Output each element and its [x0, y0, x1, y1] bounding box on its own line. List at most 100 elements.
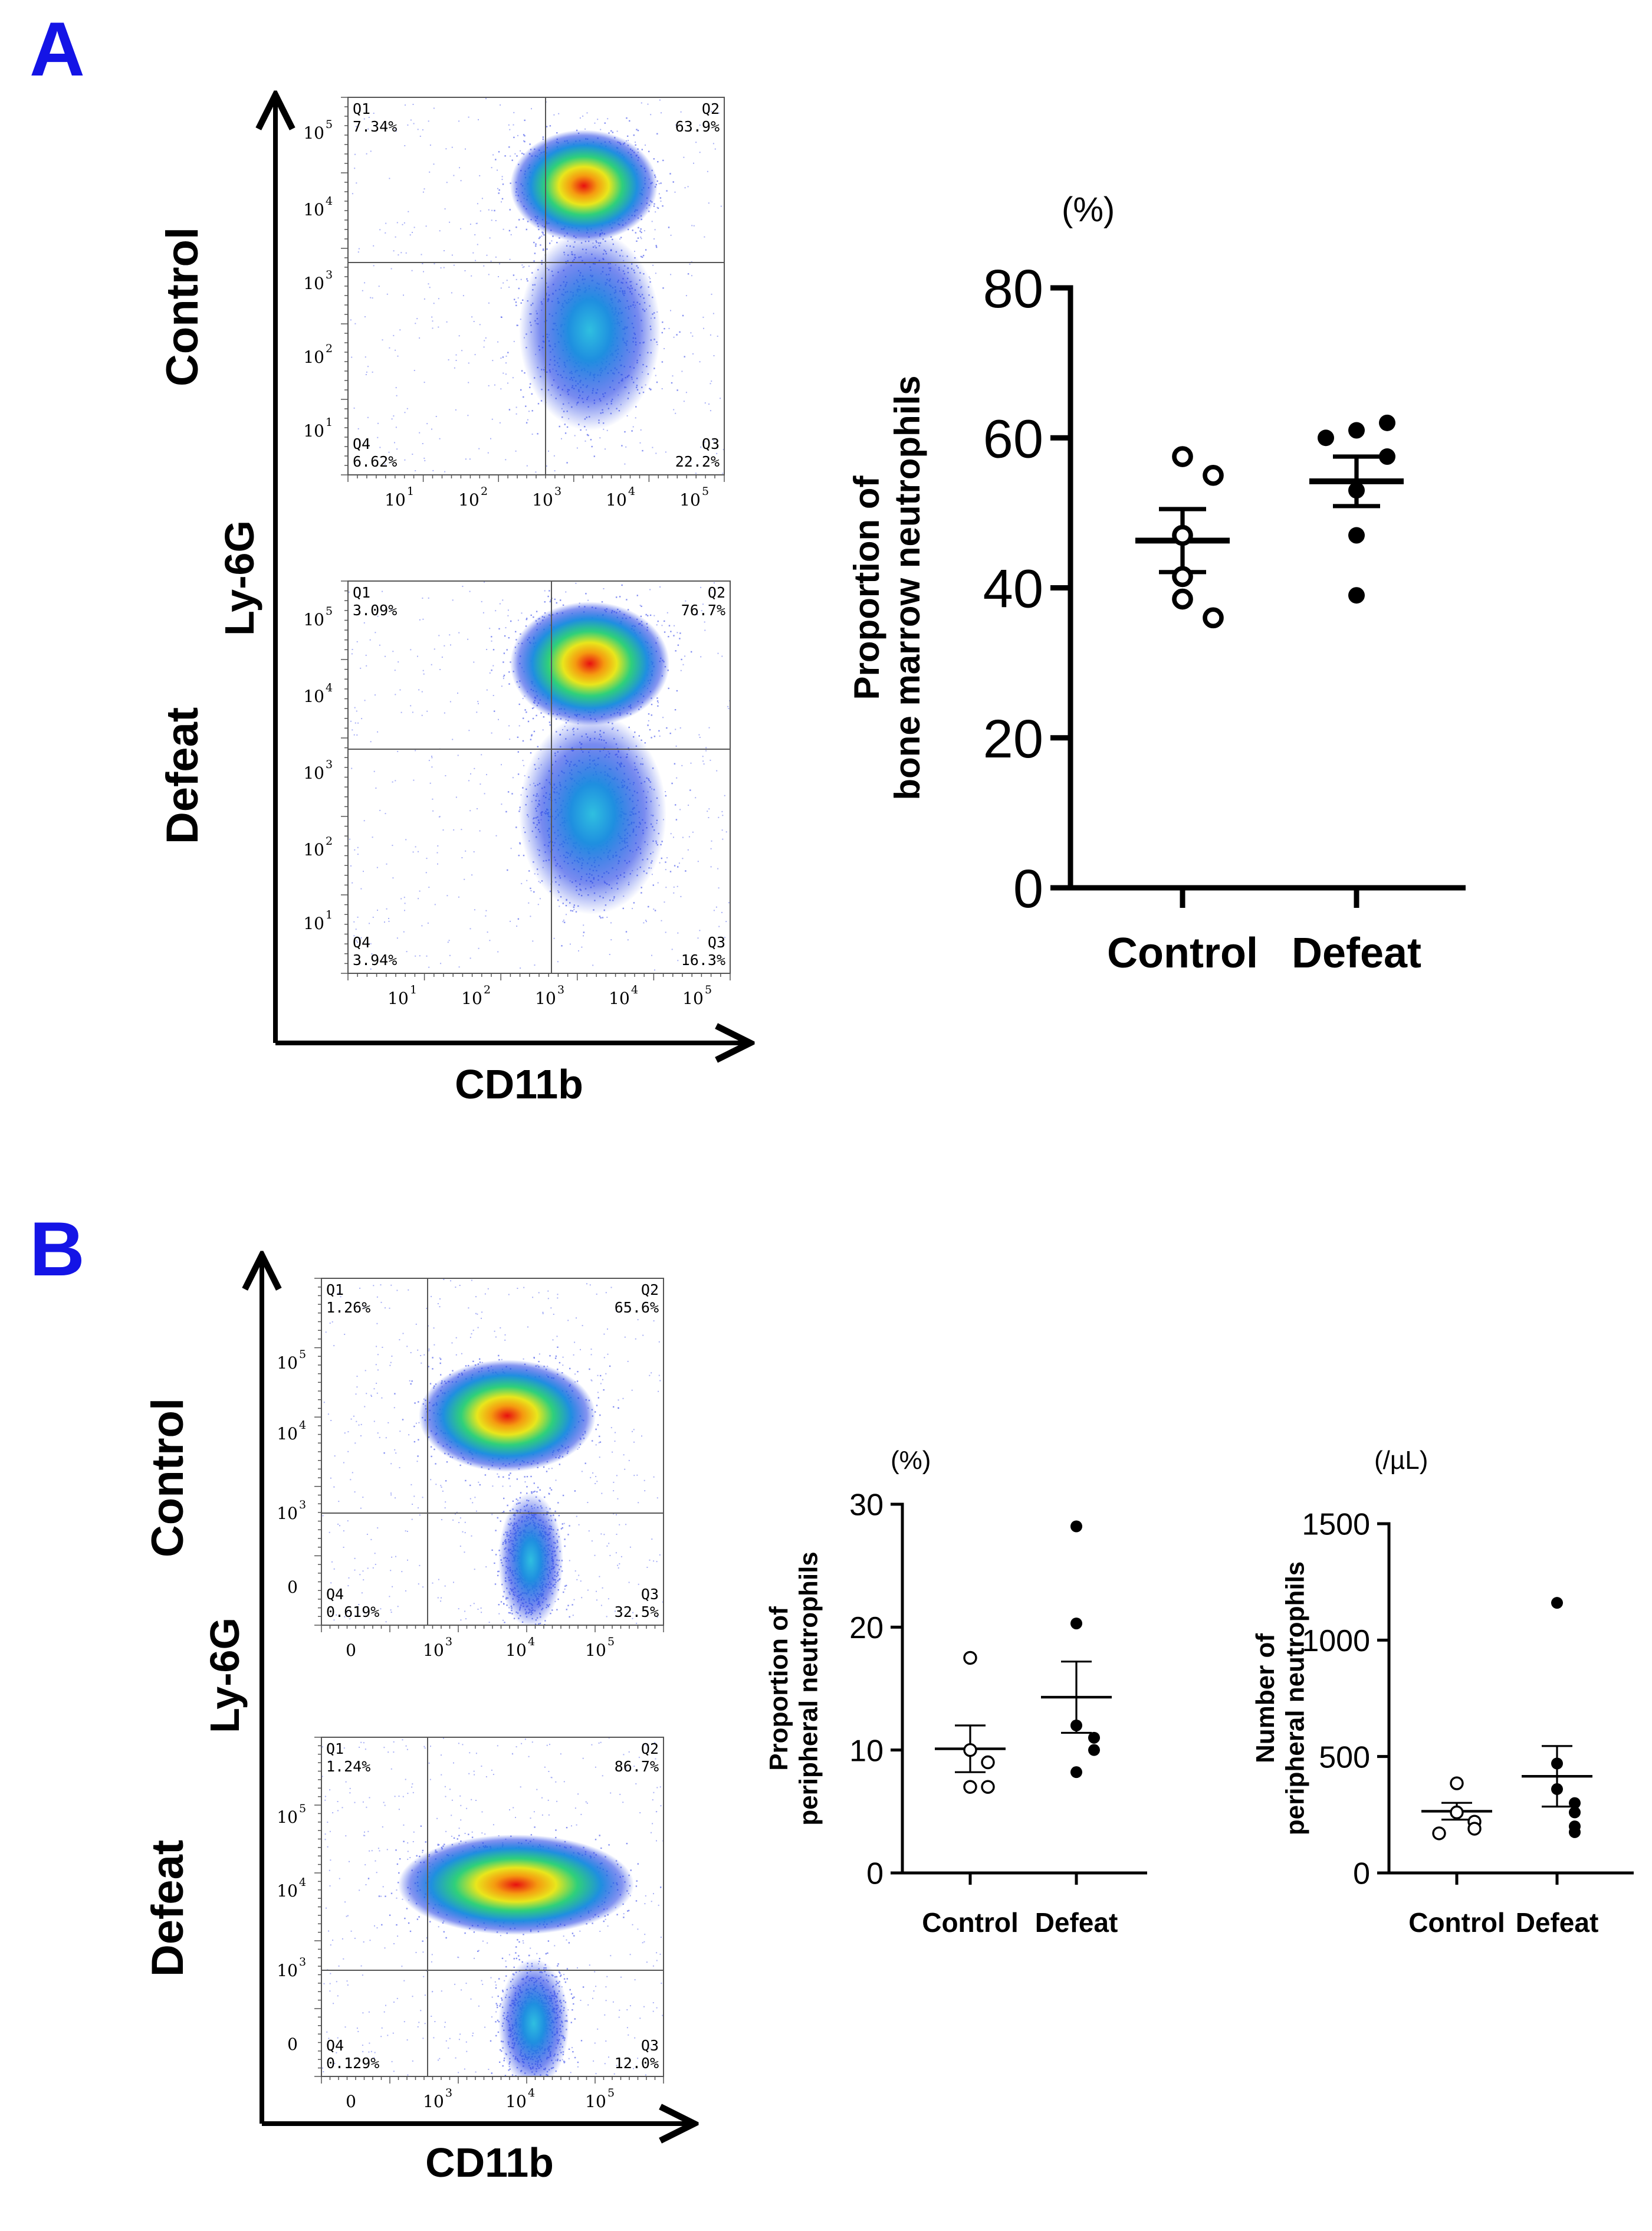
flow-density	[348, 581, 730, 971]
gate-q1-label: Q1	[353, 584, 370, 601]
gate-q3-value: 32.5%	[615, 1603, 659, 1620]
y-tick-exponent: 5	[299, 1802, 306, 1815]
y-axis-label-line2: bone marrow neutrophils	[888, 375, 927, 800]
panel-a-group-control: Control	[157, 227, 208, 386]
y-tick-label: 0	[866, 1857, 884, 1891]
y-tick-label: 10	[277, 1881, 298, 1901]
gate-q4-value: 6.62%	[353, 453, 397, 470]
x-tick-label: 10	[679, 490, 701, 510]
y-axis-label-line1: Number of	[1251, 1633, 1280, 1763]
gate-q3-label: Q3	[702, 435, 720, 452]
y-tick-label: 10	[303, 274, 324, 293]
y-tick-label: 0	[1353, 1857, 1370, 1891]
x-tick-exponent: 5	[705, 983, 712, 996]
gate-q1-value: 7.34%	[353, 118, 397, 135]
gate-q2-label: Q2	[641, 1281, 659, 1298]
y-tick-exponent: 5	[299, 1348, 306, 1361]
data-point	[1070, 1618, 1082, 1630]
y-tick-label: 80	[983, 259, 1043, 319]
y-tick-label: 10	[277, 1961, 298, 1980]
data-point	[1070, 1520, 1082, 1533]
x-tick-exponent: 1	[407, 485, 414, 498]
y-tick-exponent: 5	[326, 118, 333, 131]
flow-population-secondary	[519, 230, 661, 431]
gate-q1-value: 1.26%	[326, 1299, 370, 1316]
y-tick-exponent: 3	[326, 268, 333, 281]
y-tick-label: 40	[983, 559, 1043, 619]
panel-b-y-axis-label: Ly-6G	[202, 1618, 248, 1733]
x-tick-exponent: 3	[445, 2086, 452, 2099]
x-tick-exponent: 3	[445, 1635, 452, 1648]
y-tick-exponent: 1	[326, 908, 333, 921]
data-point	[981, 1780, 995, 1794]
y-tick-exponent: 5	[326, 605, 333, 618]
y-tick-label: 30	[849, 1488, 884, 1523]
panel-b-x-axis-label: CD11b	[425, 2140, 554, 2186]
data-point	[1551, 1757, 1563, 1770]
data-point	[981, 1755, 995, 1770]
data-point	[1569, 1797, 1581, 1809]
x-tick-label: 0	[346, 2092, 356, 2111]
x-category-label: Defeat	[1516, 1907, 1599, 1938]
data-point	[963, 1651, 977, 1665]
x-tick-label: 10	[385, 490, 406, 510]
gate-q3-label: Q3	[708, 934, 725, 951]
gate-q1-label: Q1	[326, 1281, 344, 1298]
x-tick-exponent: 2	[481, 485, 488, 498]
gate-q4-label: Q4	[326, 1586, 344, 1603]
y-tick-label: 10	[303, 123, 324, 143]
flow-axis-ticks	[314, 1278, 664, 1632]
gate-q3-value: 22.2%	[675, 453, 720, 470]
gate-q2-value: 65.6%	[615, 1299, 659, 1316]
x-category-label: Control	[922, 1907, 1019, 1938]
data-point	[1467, 1822, 1482, 1836]
y-tick-label: 10	[849, 1734, 884, 1768]
data-point	[1172, 588, 1193, 610]
flow-axis-ticks	[341, 580, 731, 980]
flow-population-main	[398, 1835, 634, 1935]
flow-population-main	[419, 1360, 596, 1472]
data-point	[963, 1780, 977, 1794]
panel-letter-a: A	[29, 6, 85, 92]
y-tick-exponent: 3	[299, 1956, 306, 1968]
data-point	[1203, 607, 1224, 629]
x-tick-exponent: 4	[528, 1635, 535, 1648]
x-tick-label: 10	[609, 989, 630, 1008]
flow-axis-ticks	[341, 97, 725, 482]
series-defeat	[1041, 1520, 1112, 1779]
x-tick-label: 0	[346, 1641, 356, 1660]
data-point	[1348, 587, 1365, 604]
x-tick-label: 10	[461, 989, 482, 1008]
chart-bone-marrow-proportion: (%) Proportion ofbone marrow neutrophils 0…	[847, 191, 1466, 977]
x-tick-label: 10	[458, 490, 479, 510]
data-point	[1088, 1744, 1100, 1756]
y-tick-label: 10	[277, 1353, 298, 1373]
panel-a-x-axis-label: CD11b	[455, 1061, 583, 1107]
y-tick-label: 10	[303, 763, 324, 783]
y-axis-label: Proportion ofperipheral neutrophils	[764, 1551, 823, 1826]
gate-q3-value: 16.3%	[681, 952, 725, 969]
y-tick-exponent: 4	[326, 195, 333, 208]
y-tick-label: 20	[849, 1611, 884, 1645]
flow-population-secondary	[519, 714, 666, 914]
data-point	[1551, 1597, 1563, 1609]
y-tick-exponent: 2	[326, 342, 333, 355]
gate-q2-label: Q2	[702, 100, 720, 117]
gate-q1-label: Q1	[353, 100, 370, 117]
data-point	[1569, 1826, 1581, 1838]
chart-peripheral-number: (/µL) Number ofperipheral neutrophils 0 500…	[1251, 1446, 1634, 1938]
flow-density	[350, 98, 724, 475]
gate-q3-value: 12.0%	[615, 2055, 659, 2072]
flow-population-secondary	[498, 1492, 563, 1625]
gate-q3-label: Q3	[641, 2037, 659, 2054]
series-control	[1135, 446, 1230, 629]
flow-population-secondary	[498, 1958, 569, 2076]
gate-q1-label: Q1	[326, 1740, 344, 1757]
x-tick-label: 10	[505, 2092, 527, 2111]
data-point	[1432, 1826, 1446, 1840]
x-tick-exponent: 3	[557, 983, 564, 996]
data-point	[1379, 448, 1395, 465]
gate-q1-value: 1.24%	[326, 1758, 370, 1775]
x-tick-exponent: 5	[607, 2086, 615, 2099]
